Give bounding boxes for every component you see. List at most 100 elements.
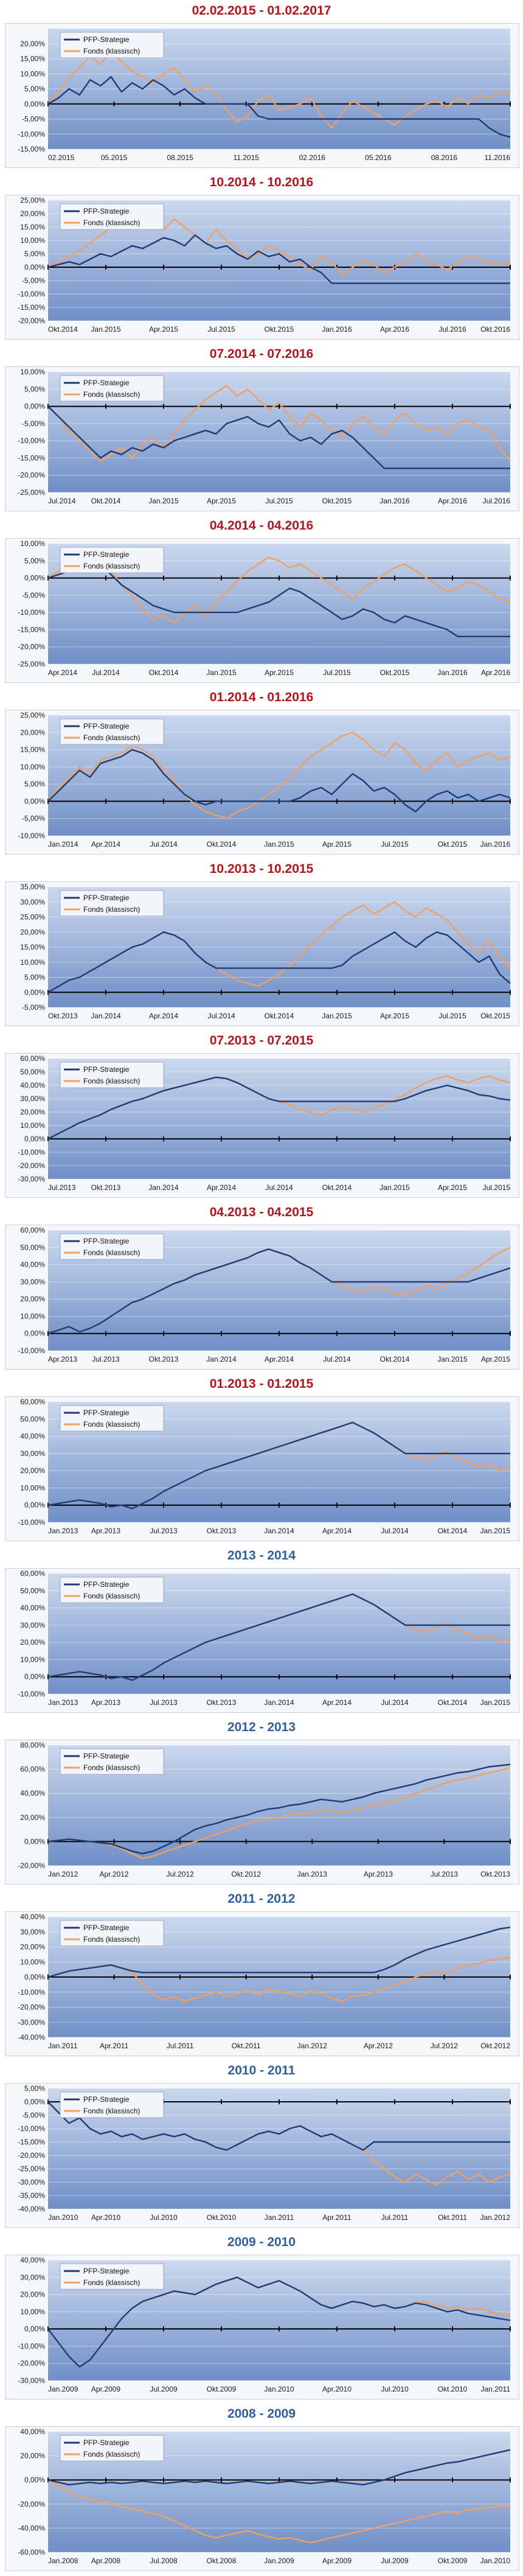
x-tick-label: Jan.2015 (91, 325, 121, 334)
x-tick-label: Apr.2015 (207, 497, 236, 505)
x-tick-label: Okt.2013 (207, 1527, 237, 1535)
line-chart: 60,00% 50,00% 40,00% 30,00% 20,00% 10,00% 0,00… (18, 1398, 511, 1535)
line-chart: 60,00% 50,00% 40,00% 30,00% 20,00% 10,00% 0,00… (18, 1054, 511, 1192)
pfp-series-line (47, 405, 510, 469)
pfp-series-line (47, 1421, 510, 1510)
chart-frame: 40,00% 30,00% 20,00% 10,00% 0,00% -10,00% -20,… (5, 2255, 519, 2399)
chart-frame: 5,00% 0,00% -5,00% -10,00% -15,00% -20,00% -25… (5, 2083, 519, 2228)
y-tick-label: 20,00% (20, 728, 45, 737)
chart-panel: 10.2014 - 10.2016 25,00% 20,00% 15,00% 10,00… (0, 172, 523, 343)
chart-title: 04.2014 - 04.2016 (209, 519, 314, 533)
x-tick-label: Apr.2015 (380, 1012, 409, 1020)
x-tick-label: Jul.2014 (150, 840, 178, 849)
x-tick-label: Jan.2008 (48, 2557, 78, 2565)
x-tick-label: Jan.2016 (322, 325, 352, 334)
x-tick-label: Apr.2014 (265, 1355, 294, 1363)
chart-panel: 04.2013 - 04.2015 60,00% 50,00% 40,00% 30,00… (0, 1202, 523, 1373)
legend-box (60, 1748, 164, 1775)
y-tick-label: -5,00% (22, 276, 45, 285)
x-tick-label: Apr.2013 (91, 1527, 120, 1535)
x-tick-label: Jan.2014 (206, 1355, 237, 1363)
x-tick-label: Apr.2011 (322, 2213, 351, 2222)
x-tick-label: Okt.2014 (149, 668, 179, 677)
x-tick-label: Jul.2014 (207, 1012, 235, 1020)
chart-panel: 01.2014 - 01.2016 25,00% 20,00% 15,00% 10,00… (0, 687, 523, 858)
y-tick-label: 20,00% (20, 928, 45, 936)
y-tick-label: -20,00% (18, 317, 45, 325)
y-tick-label: 40,00% (20, 1261, 45, 1269)
x-tick-label: Jul.2013 (431, 1870, 459, 1878)
chart-frame: 40,00% 20,00% 0,00% -20,00% -40,00% -60,00% Ja… (5, 2426, 519, 2571)
y-tick-label: -5,00% (22, 591, 45, 600)
y-tick-label: 25,00% (20, 711, 45, 719)
y-tick-label: 30,00% (20, 1621, 45, 1629)
chart-frame: 60,00% 50,00% 40,00% 30,00% 20,00% 10,00% 0,00… (5, 1053, 519, 1198)
pfp-series-line (47, 2449, 511, 2486)
y-tick-label: -20,00% (18, 471, 45, 480)
x-tick-label: Jul.2009 (381, 2557, 409, 2565)
x-tick-label: Jan.2014 (91, 1012, 121, 1020)
x-tick-label: Jan.2016 (480, 840, 511, 849)
x-tick-label: Jul.2015 (483, 1183, 511, 1192)
y-tick-label: 20,00% (20, 1813, 45, 1822)
chart-frame: 10,00% 5,00% 0,00% -5,00% -10,00% -15,00% -20,… (5, 538, 519, 683)
x-tick-label: Jul.2014 (381, 1698, 409, 1707)
line-chart: 40,00% 30,00% 20,00% 10,00% 0,00% -10,00% -20,… (18, 1913, 511, 2050)
y-tick-label: -5,00% (22, 115, 45, 124)
legend-label-pfp: PFP-Strategie (83, 2267, 130, 2275)
x-tick-label: Jan.2015 (148, 497, 179, 505)
y-tick-label: 20,00% (20, 1638, 45, 1647)
y-tick-label: 30,00% (20, 2273, 45, 2281)
legend-label-fonds: Fonds (klassisch) (83, 1763, 140, 1772)
x-tick-label: Okt.2008 (207, 2557, 237, 2565)
x-tick-label: Jan.2013 (48, 1698, 78, 1707)
chart-title: 10.2013 - 10.2015 (209, 862, 314, 876)
y-tick-label: 0,00% (24, 988, 45, 996)
legend-label-fonds: Fonds (klassisch) (83, 905, 140, 914)
y-tick-label: 30,00% (20, 1928, 45, 1936)
x-tick-label: Jul.2015 (265, 497, 293, 505)
legend-label-fonds: Fonds (klassisch) (83, 1077, 140, 1085)
chart-frame: 60,00% 50,00% 40,00% 30,00% 20,00% 10,00% 0,00… (5, 1396, 519, 1541)
y-tick-label: 40,00% (20, 1081, 45, 1090)
x-tick-label: Okt.2014 (438, 1698, 468, 1707)
y-tick-label: 5,00% (24, 385, 45, 393)
y-tick-label: 0,00% (24, 100, 45, 108)
chart-title: 2011 - 2012 (227, 1892, 296, 1906)
y-tick-label: -15,00% (18, 145, 45, 153)
x-tick-label: Jan.2015 (480, 1527, 511, 1535)
chart-title: 01.2014 - 01.2016 (209, 690, 314, 704)
line-chart: 60,00% 50,00% 40,00% 30,00% 20,00% 10,00% 0,00… (18, 1226, 511, 1363)
legend-box (60, 1233, 164, 1260)
fonds-series-line (47, 1767, 511, 1860)
y-tick-label: -10,00% (18, 436, 45, 445)
pfp-series-line (47, 563, 510, 637)
y-tick-label: -5,00% (22, 2111, 45, 2119)
chart-frame: 25,00% 20,00% 15,00% 10,00% 5,00% 0,00% -5,00%… (5, 710, 519, 855)
x-tick-label: Okt.2015 (265, 325, 294, 334)
x-tick-label: Apr.2015 (322, 840, 352, 849)
pfp-series-line (47, 2101, 510, 2151)
y-tick-label: 80,00% (20, 1741, 45, 1749)
y-tick-label: -15,00% (18, 303, 45, 312)
x-tick-label: Apr.2015 (265, 668, 294, 677)
x-tick-label: 05.2015 (101, 153, 128, 162)
x-tick-label: Jul.2010 (150, 2213, 178, 2222)
legend-label-pfp: PFP-Strategie (83, 1580, 130, 1589)
y-tick-label: -5,00% (22, 419, 45, 428)
y-tick-label: 30,00% (20, 1094, 45, 1103)
y-tick-label: 0,00% (24, 402, 45, 411)
y-tick-label: 15,00% (20, 55, 45, 63)
y-tick-label: 10,00% (20, 763, 45, 771)
legend-label-fonds: Fonds (klassisch) (83, 1248, 140, 1257)
x-tick-label: Jan.2015 (206, 668, 237, 677)
y-tick-label: 0,00% (24, 797, 45, 805)
chart-panel: 2012 - 2013 80,00% 60,00% 40,00% 20,00% 0,00%… (0, 1717, 523, 1888)
y-tick-label: 40,00% (20, 1604, 45, 1612)
chart-frame: 80,00% 60,00% 40,00% 20,00% 0,00% -20,00% Jan.… (5, 1740, 519, 1885)
y-tick-label: 0,00% (24, 1501, 45, 1510)
x-tick-label: Apr.2013 (91, 1698, 120, 1707)
y-tick-label: 0,00% (24, 574, 45, 583)
y-tick-label: 40,00% (20, 2427, 45, 2436)
